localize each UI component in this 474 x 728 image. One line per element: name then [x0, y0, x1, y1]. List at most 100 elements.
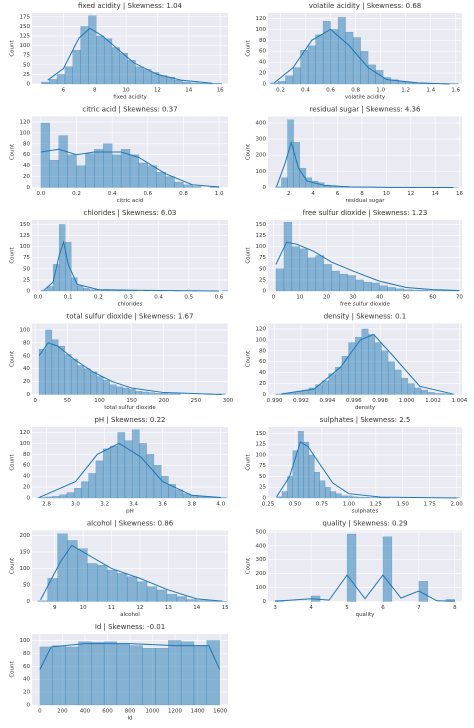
- y-tick-label: 100: [20, 638, 31, 644]
- bar: [143, 648, 156, 705]
- y-tick-label: 125: [256, 442, 267, 448]
- y-tick-label: 500: [256, 529, 267, 535]
- x-tick-label: 1.4: [426, 88, 435, 94]
- bar: [120, 53, 128, 84]
- bar: [181, 642, 194, 705]
- y-tick-label: 100: [20, 566, 31, 572]
- y-tick-label: 0: [27, 82, 31, 88]
- bar: [177, 597, 187, 602]
- y-tick-label: 120: [256, 326, 267, 332]
- bar: [121, 149, 130, 187]
- bar: [59, 136, 68, 188]
- bar: [183, 82, 191, 84]
- subplot-title: density | Skewness: 0.1: [324, 313, 407, 321]
- bar: [71, 359, 77, 395]
- bar: [41, 82, 49, 84]
- y-tick-label: 20: [23, 485, 30, 491]
- y-tick-label: 200: [256, 571, 267, 577]
- bar: [376, 70, 384, 84]
- y-tick-label: 0: [263, 185, 267, 191]
- x-tick-label: 0.4: [108, 191, 117, 197]
- x-tick-label: 8: [453, 605, 457, 611]
- bar: [183, 185, 192, 188]
- x-tick-label: 0.998: [372, 398, 388, 404]
- bar: [89, 473, 96, 498]
- bar: [66, 647, 79, 705]
- x-tick-label: 16: [456, 191, 463, 197]
- bar: [112, 48, 120, 84]
- bar: [71, 278, 77, 291]
- x-axis-label: chlorides: [118, 302, 143, 308]
- bar: [342, 356, 349, 394]
- y-tick-label: 80: [259, 348, 266, 354]
- y-tick-label: 20: [259, 71, 266, 77]
- subplot-title: quality | Skewness: 0.29: [322, 520, 407, 528]
- bar: [38, 497, 45, 498]
- bar: [332, 271, 340, 291]
- bar: [316, 35, 324, 84]
- bar: [340, 274, 348, 291]
- x-tick-label: 200: [158, 398, 169, 404]
- bar: [118, 432, 125, 498]
- subplot-title: fixed acidity | Skewness: 1.04: [78, 2, 183, 10]
- y-tick-label: 25: [259, 485, 266, 491]
- bar: [147, 454, 154, 498]
- y-tick-label: 125: [256, 233, 267, 239]
- bar: [139, 163, 148, 188]
- bar: [316, 385, 323, 395]
- bar: [296, 392, 303, 395]
- y-tick-label: 150: [20, 222, 31, 228]
- subplot-title: Id | Skewness: -0.01: [95, 623, 165, 631]
- y-tick-label: 150: [20, 24, 31, 30]
- y-tick-label: 0: [27, 392, 31, 398]
- bar: [97, 565, 107, 601]
- bar: [331, 492, 336, 498]
- x-tick-label: 2: [287, 191, 291, 197]
- x-tick-label: 3.0: [71, 502, 80, 508]
- x-axis-label: residual sugar: [345, 198, 385, 204]
- x-tick-label: 100: [94, 398, 105, 404]
- bar: [41, 290, 47, 291]
- x-tick-label: 11: [108, 605, 115, 611]
- plot-area: [268, 531, 462, 602]
- x-tick-label: 0.2: [72, 191, 81, 197]
- x-tick-label: 70: [456, 295, 463, 301]
- x-tick-label: 20: [323, 295, 330, 301]
- bar: [322, 381, 329, 395]
- bar: [214, 83, 222, 84]
- bar: [288, 120, 294, 188]
- bar: [58, 346, 64, 394]
- bar: [96, 461, 103, 498]
- bar: [309, 455, 314, 498]
- y-axis-label: Count: [246, 557, 252, 574]
- bar: [128, 60, 136, 84]
- bar: [356, 280, 364, 291]
- x-tick-label: 1200: [168, 709, 182, 715]
- bar: [59, 224, 65, 291]
- bar: [132, 430, 139, 498]
- y-tick-label: 75: [23, 53, 30, 59]
- x-tick-label: 4: [311, 191, 315, 197]
- bar: [60, 495, 67, 498]
- x-tick-label: 50: [403, 295, 410, 301]
- y-tick-label: 75: [259, 255, 266, 261]
- y-tick-label: 400: [256, 120, 267, 126]
- x-tick-label: 0.0: [37, 191, 46, 197]
- bar: [320, 481, 325, 498]
- x-tick-label: 40: [376, 295, 383, 301]
- subplot-title: residual sugar | Skewness: 4.36: [310, 106, 421, 114]
- y-tick-label: 200: [256, 153, 267, 159]
- bar: [401, 378, 408, 394]
- bar: [157, 172, 166, 187]
- y-tick-label: 60: [23, 353, 30, 359]
- subplot-title: volatile acidity | Skewness: 0.68: [309, 2, 421, 10]
- bar: [94, 149, 103, 187]
- x-tick-label: 200: [57, 709, 68, 715]
- x-axis-label: free sulfur dioxide: [340, 302, 390, 308]
- x-tick-label: 1.75: [424, 502, 437, 508]
- x-tick-label: 800: [125, 709, 136, 715]
- bar: [275, 187, 281, 188]
